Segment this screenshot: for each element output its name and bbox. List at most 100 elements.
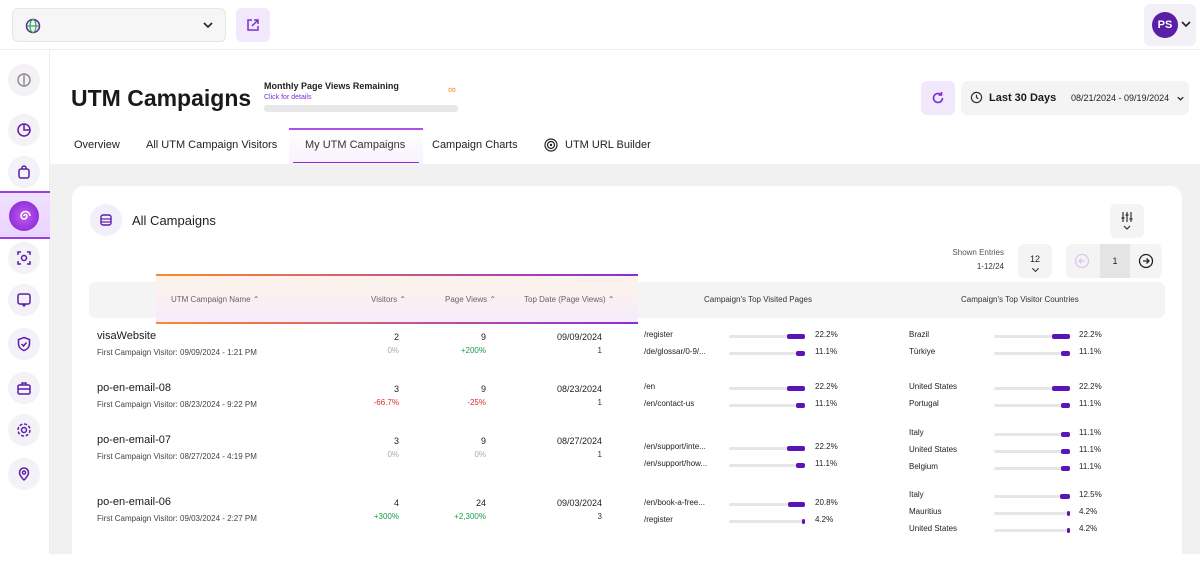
country-bar-fill (1061, 351, 1070, 356)
visitors-change: -66.7% (373, 398, 399, 407)
tab-overview[interactable]: Overview (74, 139, 120, 151)
column-header-top-date[interactable]: Top Date (Page Views) ⌃ (524, 295, 615, 304)
top-page-url[interactable]: /register (644, 515, 673, 524)
top-page-percent: 22.2% (815, 382, 838, 391)
country-percent: 4.2% (1079, 507, 1098, 516)
tab-my-utm-campaigns[interactable]: My UTM Campaigns (305, 139, 406, 151)
column-header-name[interactable]: UTM Campaign Name ⌃ (171, 295, 260, 304)
country-bar (994, 432, 1070, 437)
top-bar: PS (0, 0, 1200, 50)
top-page-url[interactable]: /en (644, 382, 656, 391)
all-campaigns-card: All Campaigns Shown Entries 1-12/24 12 1… (72, 186, 1182, 566)
top-page-bar-fill (796, 403, 805, 408)
tab-utm-url-builder[interactable]: UTM URL Builder (565, 139, 651, 151)
column-settings-button[interactable] (1110, 204, 1144, 238)
shield-icon (17, 336, 31, 352)
next-page-icon[interactable] (1138, 253, 1154, 269)
refresh-icon (932, 92, 944, 104)
page-views-change: +2,300% (454, 512, 486, 521)
sidebar-item-settings[interactable] (8, 414, 40, 446)
country-bar (994, 403, 1070, 408)
sidebar-item-feedback[interactable] (8, 284, 40, 316)
country-name: Brazil (909, 330, 930, 339)
top-date-value: 09/09/2024 (556, 332, 602, 342)
top-page-bar (729, 334, 805, 339)
column-header-top-pages: Campaign's Top Visited Pages (704, 295, 812, 304)
tab-campaign-charts[interactable]: Campaign Charts (432, 139, 518, 151)
date-range-text: 08/21/2024 - 09/19/2024 (1071, 93, 1170, 103)
country-percent: 12.5% (1079, 490, 1102, 499)
campaign-name[interactable]: po-en-email-07 (97, 434, 171, 446)
country-bar-fill (1061, 432, 1070, 437)
column-header-page-views[interactable]: Page Views ⌃ (445, 295, 497, 304)
sidebar-item-shop[interactable] (8, 156, 40, 188)
campaign-name[interactable]: visaWebsite (97, 330, 157, 342)
tab-utm-url-builder-icon (544, 138, 558, 155)
sidebar-item-dashboard[interactable] (8, 114, 40, 146)
refresh-button[interactable] (921, 81, 955, 115)
entries-per-page-select[interactable]: 12 (1018, 244, 1052, 278)
campaign-name[interactable]: po-en-email-06 (97, 496, 171, 508)
top-page-url[interactable]: /de/glossar/0-9/... (644, 347, 706, 356)
column-header-visitors[interactable]: Visitors ⌃ (371, 295, 407, 304)
sidebar-item-security[interactable] (8, 328, 40, 360)
top-page-bar (729, 351, 805, 356)
country-percent: 11.1% (1079, 445, 1102, 454)
country-name: United States (909, 445, 958, 454)
sidebar (0, 50, 50, 554)
sidebar-item-location[interactable] (8, 458, 40, 490)
user-menu[interactable]: PS (1144, 4, 1196, 46)
chevron-down-icon (1181, 21, 1191, 28)
visitors-value: 2 (393, 332, 399, 342)
country-percent: 11.1% (1079, 347, 1102, 356)
country-percent: 11.1% (1079, 462, 1102, 471)
page-views-change: -25% (467, 398, 486, 407)
country-percent: 11.1% (1079, 399, 1102, 408)
top-page-bar-fill (787, 446, 805, 451)
chat-icon (17, 293, 31, 308)
clock-icon (970, 91, 983, 104)
sidebar-item-recordings[interactable] (8, 242, 40, 274)
quota-details-link[interactable]: Click for details (264, 94, 312, 101)
top-page-bar (729, 502, 805, 507)
top-page-url[interactable]: /en/book-a-free... (644, 498, 705, 507)
top-date-value: 08/23/2024 (556, 384, 602, 394)
country-bar (994, 466, 1070, 471)
top-page-percent: 11.1% (815, 347, 838, 356)
tab-bar: Overview All UTM Campaign Visitors My UT… (50, 128, 1200, 173)
current-page[interactable]: 1 (1100, 244, 1130, 278)
sidebar-item-tools[interactable] (8, 372, 40, 404)
website-selector[interactable] (12, 8, 226, 42)
country-percent: 22.2% (1079, 382, 1102, 391)
top-date-count: 1 (597, 398, 602, 407)
chevron-down-icon (1177, 96, 1184, 101)
top-page-url[interactable]: /en/contact-us (644, 399, 695, 408)
country-bar-fill (1061, 403, 1070, 408)
country-percent: 22.2% (1079, 330, 1102, 339)
location-pin-icon (18, 467, 30, 482)
quota-title: Monthly Page Views Remaining (264, 81, 399, 91)
external-link-icon (247, 19, 259, 31)
previous-page-icon[interactable] (1074, 253, 1090, 269)
page-views-value: 9 (480, 332, 486, 342)
campaign-name[interactable]: po-en-email-08 (97, 382, 171, 394)
sliders-icon (1121, 212, 1133, 230)
tab-all-utm-campaign-visitors[interactable]: All UTM Campaign Visitors (146, 139, 278, 151)
top-date-count: 1 (597, 450, 602, 459)
date-range-picker[interactable]: Last 30 Days 08/21/2024 - 09/19/2024 (961, 81, 1189, 115)
top-page-bar-fill (787, 334, 805, 339)
sidebar-collapse-button[interactable] (8, 64, 40, 96)
pagination: 1 (1066, 244, 1162, 278)
top-page-bar-fill (801, 519, 805, 524)
top-page-url[interactable]: /en/support/inte... (644, 442, 706, 451)
top-page-url[interactable]: /en/support/how... (644, 459, 708, 468)
top-page-url[interactable]: /register (644, 330, 673, 339)
open-website-button[interactable] (236, 8, 270, 42)
country-bar (994, 494, 1070, 499)
top-page-percent: 11.1% (815, 459, 838, 468)
campaigns-button[interactable] (9, 201, 39, 231)
sidebar-item-campaigns[interactable] (0, 191, 50, 239)
country-bar (994, 511, 1070, 516)
top-page-bar-fill (788, 502, 805, 507)
database-icon (90, 204, 122, 236)
